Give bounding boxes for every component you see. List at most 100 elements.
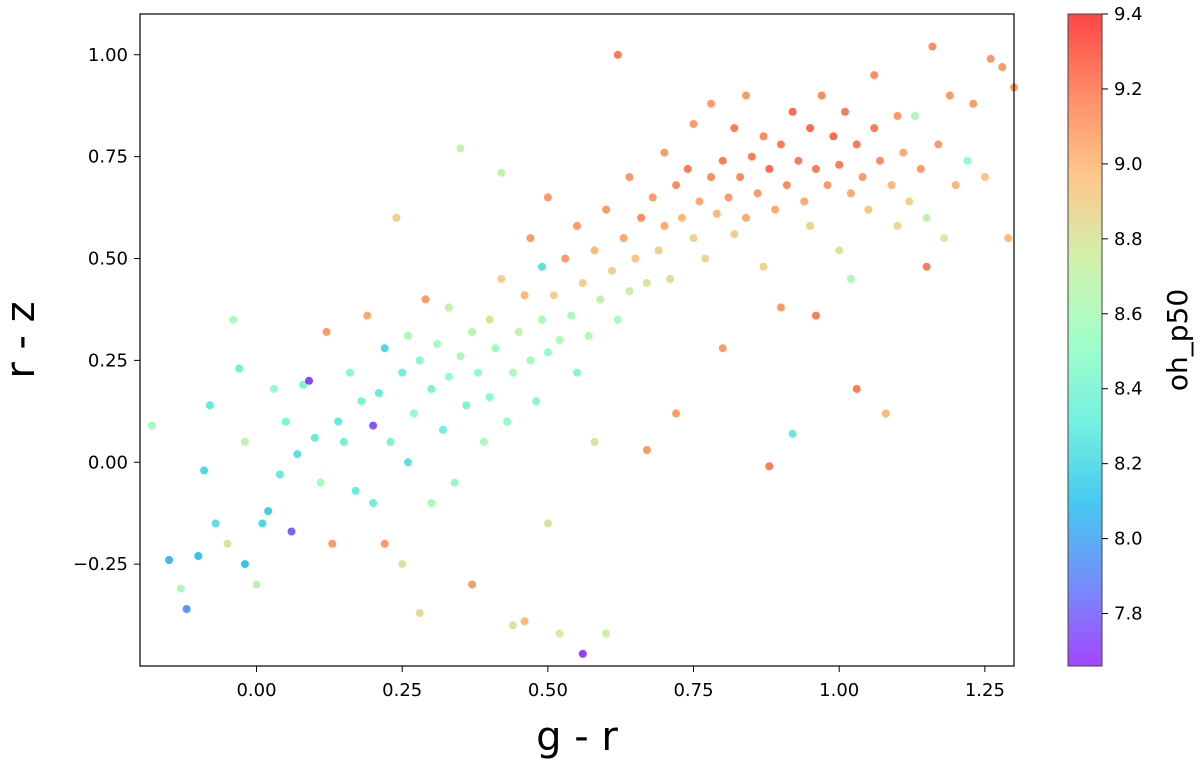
- colorbar-tick-label: 8.2: [1114, 454, 1143, 475]
- y-axis: −0.25 0.00 0.25 0.50 0.75 1.00: [73, 45, 140, 575]
- scatter-point: [841, 107, 849, 116]
- x-tick-label: 0.25: [382, 680, 422, 701]
- scatter-point: [538, 262, 546, 271]
- scatter-point: [200, 466, 209, 475]
- scatter-point: [642, 446, 651, 454]
- scatter-point: [881, 409, 890, 418]
- y-tick-label: 0.50: [88, 249, 128, 270]
- y-tick-label: 1.00: [88, 45, 128, 66]
- scatter-point: [415, 609, 424, 617]
- scatter-point: [538, 315, 546, 324]
- scatter-point: [771, 205, 780, 214]
- scatter-point: [934, 140, 943, 149]
- scatter-point: [666, 274, 675, 283]
- scatter-point: [823, 181, 832, 190]
- scatter-point: [299, 380, 308, 389]
- scatter-point: [275, 470, 284, 479]
- scatter-point: [578, 649, 587, 658]
- scatter-point: [508, 368, 517, 377]
- scatter-point: [287, 527, 296, 536]
- scatter-point: [712, 209, 721, 218]
- scatter-point: [339, 437, 348, 446]
- scatter-point: [503, 417, 512, 426]
- scatter-point: [910, 111, 919, 120]
- scatter-point: [555, 629, 564, 638]
- scatter-point: [532, 397, 541, 406]
- scatter-point: [835, 246, 844, 255]
- scatter-point: [689, 234, 698, 243]
- scatter-point: [328, 539, 337, 548]
- scatter-point: [485, 315, 494, 324]
- scatter-point: [683, 164, 692, 173]
- scatter-point: [677, 213, 686, 222]
- y-tick-label: 0.25: [88, 350, 128, 371]
- scatter-point: [922, 213, 931, 222]
- scatter-point: [573, 221, 581, 230]
- scatter-point: [398, 560, 407, 569]
- scatter-point: [642, 279, 651, 287]
- scatter-point: [526, 234, 535, 243]
- scatter-point: [928, 42, 937, 51]
- scatter-point: [742, 91, 750, 100]
- scatter-point: [672, 181, 681, 190]
- scatter-point: [514, 327, 523, 336]
- scatter-point: [421, 295, 430, 304]
- scatter-point: [811, 164, 820, 173]
- data-points: [147, 42, 1018, 658]
- scatter-point: [1004, 234, 1013, 243]
- scatter-point: [205, 401, 214, 410]
- scatter-point: [584, 331, 593, 340]
- scatter-point: [695, 197, 704, 206]
- scatter-point: [800, 197, 809, 206]
- scatter-point: [654, 246, 663, 255]
- scatter-point: [497, 274, 506, 283]
- scatter-point: [776, 140, 785, 149]
- scatter-point: [473, 368, 482, 377]
- scatter-point: [701, 254, 710, 263]
- scatter-point: [829, 132, 838, 141]
- scatter-point: [270, 384, 278, 393]
- colorbar-axis: 7.8 8.0 8.2 8.4 8.6 8.8 9.0 9.2 9.4: [1102, 4, 1143, 625]
- scatter-point: [980, 173, 989, 181]
- scatter-point: [240, 560, 249, 569]
- scatter-point: [590, 437, 599, 446]
- scatter-point: [235, 364, 244, 373]
- scatter-point: [444, 303, 453, 312]
- scatter-point: [689, 120, 698, 128]
- scatter-point: [176, 584, 185, 593]
- scatter-point: [986, 54, 995, 63]
- scatter-point: [718, 344, 727, 353]
- scatter-point: [310, 433, 319, 442]
- scatter-point: [637, 213, 646, 222]
- colorbar-tick-label: 8.0: [1114, 529, 1143, 550]
- scatter-point: [491, 344, 500, 353]
- scatter-point: [229, 315, 238, 324]
- scatter-point: [345, 368, 354, 377]
- scatter-point: [852, 384, 861, 393]
- scatter-point: [369, 499, 378, 507]
- scatter-point: [194, 552, 203, 560]
- scatter-point: [893, 221, 902, 230]
- scatter-point: [427, 499, 436, 507]
- scatter-point: [893, 111, 902, 120]
- scatter-point: [782, 181, 791, 190]
- scatter-point: [899, 148, 908, 157]
- scatter-point: [351, 486, 360, 495]
- scatter-point: [165, 556, 174, 564]
- scatter-point: [776, 303, 785, 312]
- x-tick-label: 0.50: [528, 680, 568, 701]
- scatter-point: [625, 173, 634, 181]
- scatter-point: [951, 181, 960, 190]
- plot-frame: [139, 13, 1015, 667]
- scatter-point: [520, 617, 529, 626]
- scatter-point: [922, 262, 931, 271]
- scatter-point: [427, 384, 436, 393]
- scatter-point: [613, 315, 622, 324]
- scatter-point: [380, 344, 389, 353]
- scatter-point: [567, 311, 576, 320]
- scatter-point: [963, 156, 972, 165]
- scatter-point: [613, 50, 622, 59]
- scatter-point: [374, 389, 383, 397]
- scatter-point: [619, 234, 628, 243]
- scatter-point: [648, 193, 657, 202]
